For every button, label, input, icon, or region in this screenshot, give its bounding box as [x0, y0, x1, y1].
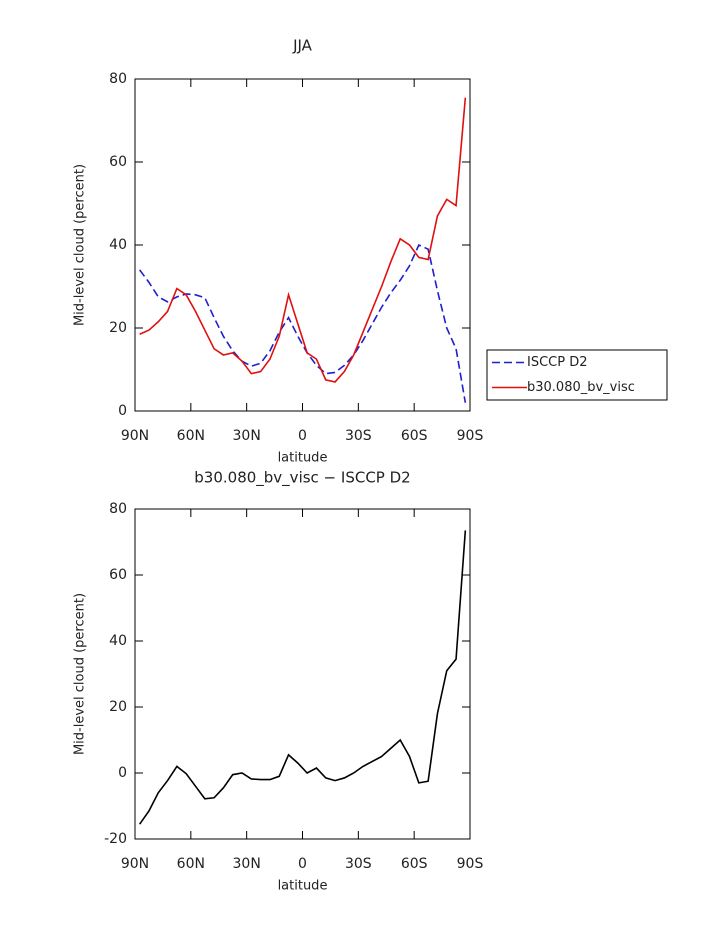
plot-frame: [134, 508, 471, 840]
x-tick-label: 30N: [233, 428, 261, 444]
x-axis-label: latitude: [278, 451, 328, 466]
data-line: [139, 243, 467, 403]
x-tick-label: 90S: [457, 428, 484, 444]
y-tick-label: 40: [109, 633, 127, 649]
x-tick-label: 30S: [345, 856, 372, 872]
x-tick-label: 60S: [401, 428, 428, 444]
y-axis-label: Mid-level cloud (percent): [73, 593, 88, 755]
x-tick-label: 30S: [345, 428, 372, 444]
y-tick-label: 40: [109, 237, 127, 253]
x-tick-label: 0: [298, 428, 307, 444]
y-tick-label: 20: [109, 320, 127, 336]
x-tick-label: 60S: [401, 856, 428, 872]
x-tick-label: 90S: [457, 856, 484, 872]
x-axis-label: latitude: [278, 879, 328, 894]
y-tick-label: -20: [104, 831, 127, 847]
data-line: [138, 530, 467, 825]
x-tick-label: 30N: [233, 856, 261, 872]
y-tick-label: 0: [118, 765, 127, 781]
y-tick-label: 0: [118, 403, 127, 419]
x-tick-label: 90N: [121, 428, 149, 444]
y-tick-label: 60: [109, 154, 127, 170]
x-tick-label: 0: [298, 856, 307, 872]
y-tick-label: 80: [109, 71, 127, 87]
x-tick-label: 60N: [177, 428, 205, 444]
legend-label: ISCCP D2: [527, 355, 588, 370]
y-tick-label: 80: [109, 501, 127, 517]
chart-title: b30.080_bv_visc − ISCCP D2: [194, 469, 410, 488]
y-axis-label: Mid-level cloud (percent): [73, 164, 88, 326]
y-tick-label: 20: [109, 699, 127, 715]
x-tick-label: 90N: [121, 856, 149, 872]
data-line: [139, 97, 467, 383]
legend-box: [486, 349, 668, 401]
chart-title: JJA: [292, 37, 313, 55]
x-tick-label: 60N: [177, 856, 205, 872]
legend-label: b30.080_bv_visc: [527, 380, 635, 395]
y-tick-label: 60: [109, 567, 127, 583]
